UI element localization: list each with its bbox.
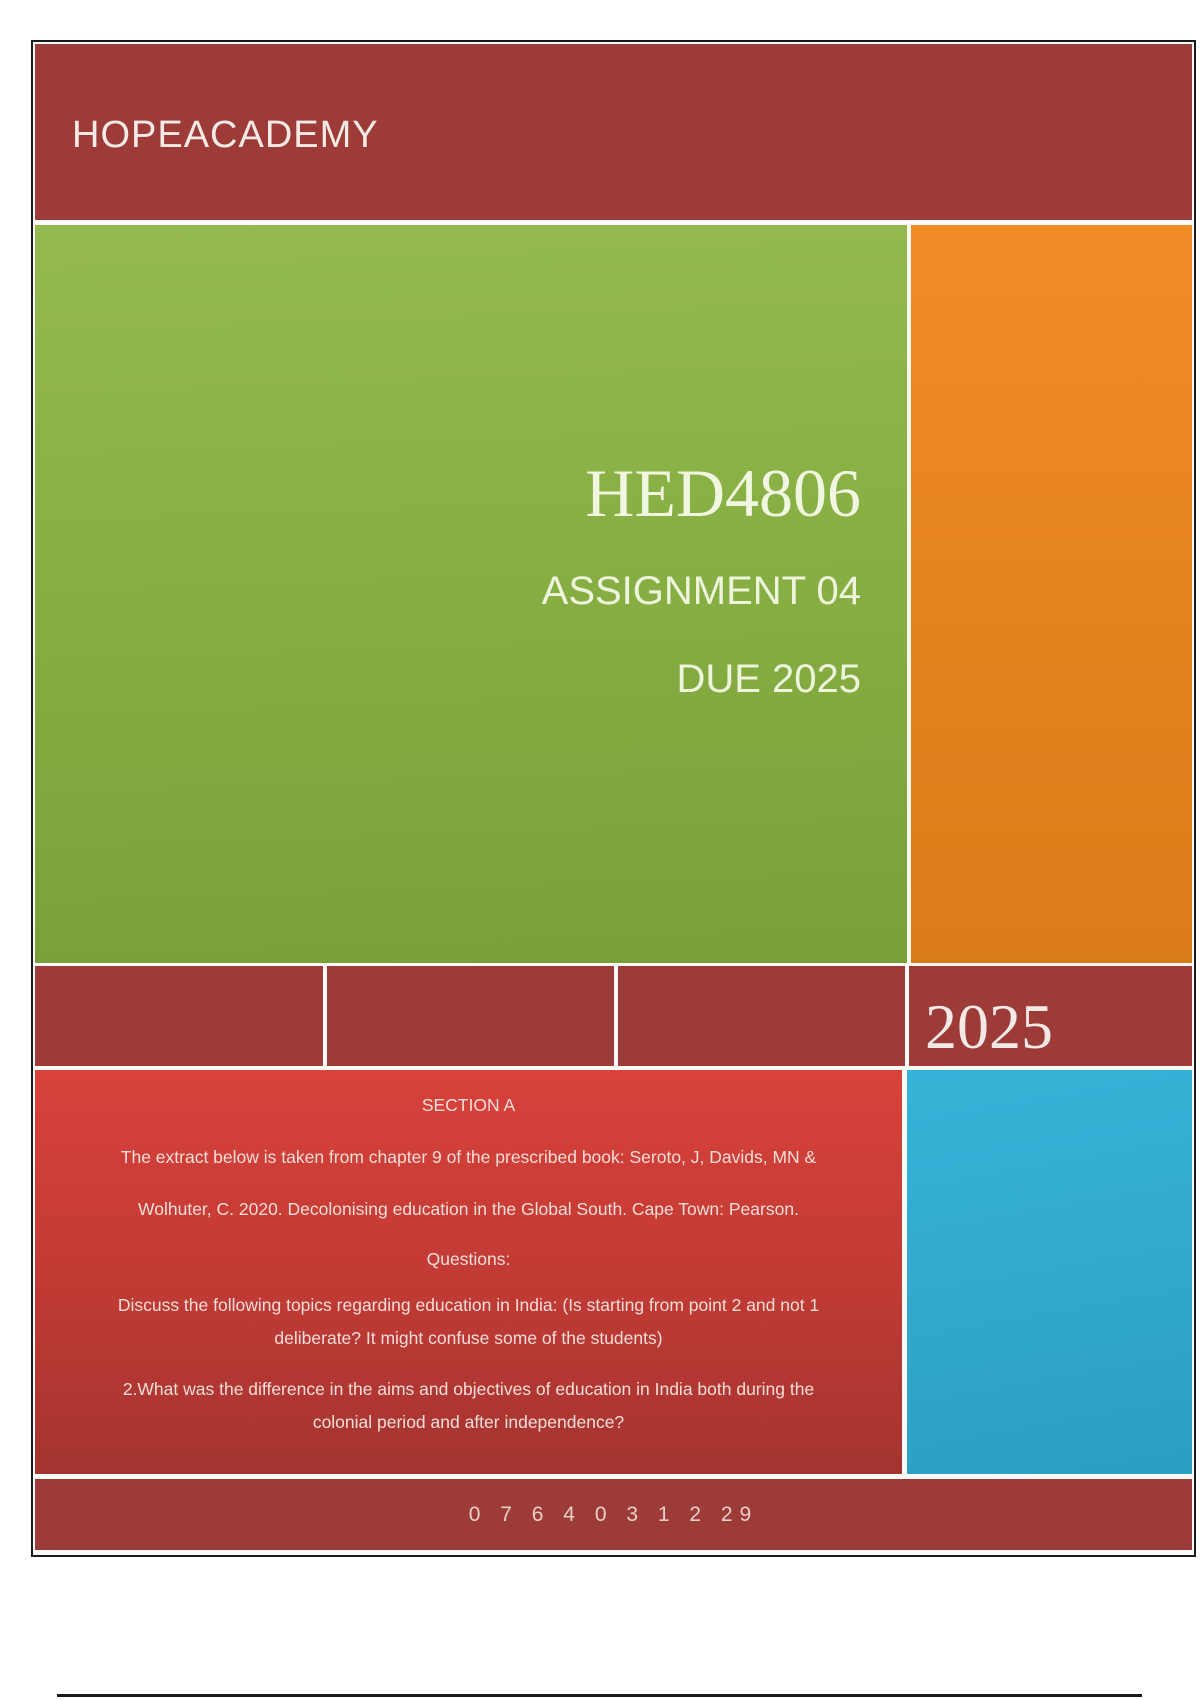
section-text-line: 2.What was the difference in the aims an… [122, 1379, 815, 1399]
section-text-line: Questions: [426, 1249, 511, 1269]
hero-orange-panel [911, 225, 1192, 963]
year-text: 2025 [925, 991, 1053, 1062]
due-label: DUE 2025 [676, 657, 861, 701]
content-row: SECTION A The extract below is taken fro… [35, 1070, 1192, 1474]
section-heading: SECTION A [421, 1095, 516, 1115]
band-cell [327, 966, 614, 1066]
document-cover: HOPEACADEMY HED4806 ASSIGNMENT 04 DUE 20… [31, 40, 1196, 1557]
hero-green-panel: HED4806 ASSIGNMENT 04 DUE 2025 [35, 225, 907, 963]
section-text-line: colonial period and after independence? [312, 1412, 625, 1432]
section-text-line: Discuss the following topics regarding e… [117, 1295, 820, 1315]
section-text-line: deliberate? It might confuse some of the… [274, 1328, 663, 1348]
band-cell [35, 966, 323, 1066]
section-panel: SECTION A The extract below is taken fro… [35, 1070, 902, 1474]
band-cell-year: 2025 [909, 966, 1192, 1066]
hero-row: HED4806 ASSIGNMENT 04 DUE 2025 [35, 225, 1192, 963]
header-band: HOPEACADEMY [35, 44, 1192, 220]
assignment-label: ASSIGNMENT 04 [541, 569, 861, 613]
section-text-line: The extract below is taken from chapter … [120, 1147, 817, 1167]
footer-band: 0 7 6 4 0 3 1 2 29 [35, 1479, 1192, 1550]
divider-band: 2025 [35, 966, 1192, 1066]
page-bottom-rule [57, 1694, 1142, 1697]
section-text-line: Wolhuter, C. 2020. Decolonising educatio… [138, 1199, 799, 1219]
phone-number: 0 7 6 4 0 3 1 2 29 [468, 1502, 759, 1526]
side-blue-panel [907, 1070, 1192, 1474]
academy-title: HOPEACADEMY [72, 113, 379, 156]
course-code: HED4806 [585, 455, 861, 531]
band-cell [618, 966, 905, 1066]
